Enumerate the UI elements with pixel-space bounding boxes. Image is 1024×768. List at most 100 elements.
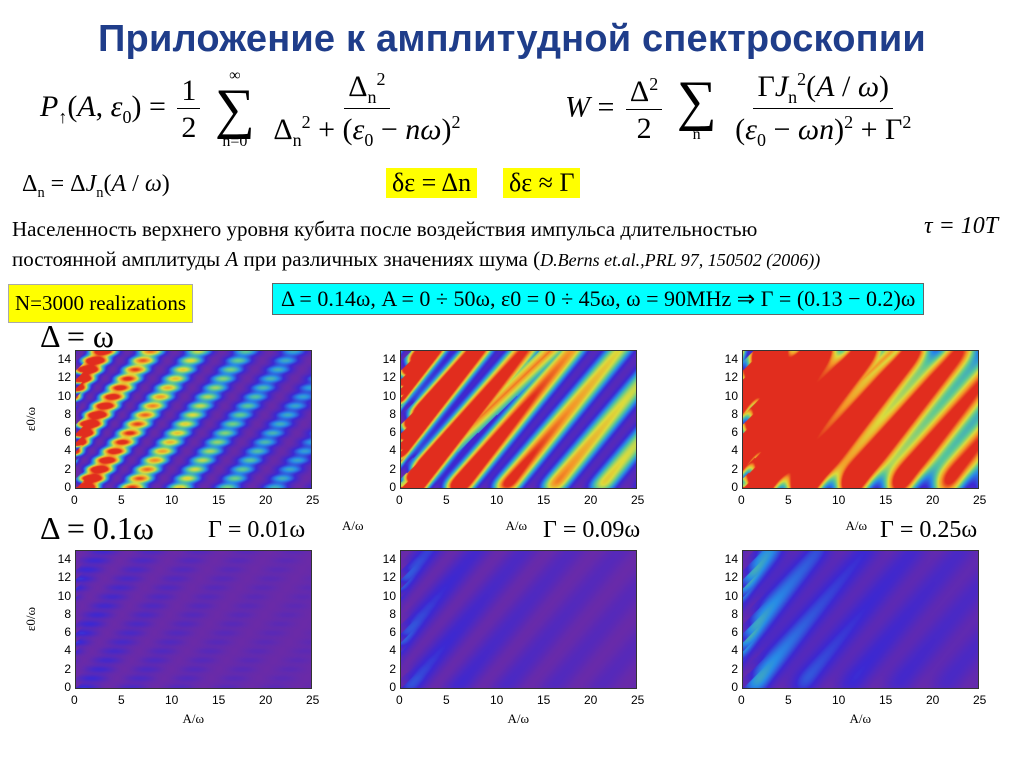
y-tick-label: 8 [64, 606, 71, 621]
x-axis-label: A/ω [342, 518, 364, 533]
x-tick-label: 5 [118, 693, 125, 707]
x-tick-label: 5 [443, 493, 450, 507]
y-axis-label: ε0/ω [23, 406, 39, 431]
y-tick-label: 6 [731, 625, 738, 640]
x-tick-label: 15 [212, 693, 226, 707]
y-tick-label: 0 [64, 680, 71, 694]
x-tick-label: 5 [443, 693, 450, 707]
x-tick-label: 5 [785, 493, 792, 507]
y-tick-label: 0 [389, 680, 396, 694]
y-tick-label: 8 [64, 406, 71, 421]
x-tick-label: 25 [631, 693, 645, 707]
x-tick-label: 15 [879, 493, 893, 507]
y-tick-label: 6 [389, 425, 396, 440]
y-tick-label: 4 [64, 643, 71, 658]
x-tick-label: 25 [306, 693, 320, 707]
y-tick-label: 0 [731, 680, 738, 694]
y-axis-label: ε0/ω [23, 606, 39, 631]
x-tick-label: 20 [584, 493, 598, 507]
x-tick-label: 0 [738, 493, 745, 507]
x-tick-label: 15 [537, 693, 551, 707]
heatmap-panel-top-2 [400, 350, 637, 489]
y-tick-label: 14 [57, 552, 71, 567]
paragraph-line-1: Населенность верхнего уровня кубита посл… [12, 217, 758, 241]
paragraph-amplitude: A [225, 247, 239, 271]
gamma-label-3: Γ = 0.25ω [880, 517, 978, 543]
x-tick-label: 10 [165, 693, 179, 707]
x-tick-label: 20 [926, 493, 940, 507]
y-tick-label: 2 [64, 461, 71, 476]
y-tick-label: 10 [382, 588, 396, 603]
y-tick-label: 8 [389, 406, 396, 421]
y-tick-label: 12 [724, 570, 738, 585]
y-tick-label: 2 [389, 461, 396, 476]
y-tick-label: 4 [389, 643, 396, 658]
x-axis-label: A/ω [182, 711, 205, 726]
y-tick-label: 10 [382, 388, 396, 403]
y-tick-label: 10 [724, 388, 738, 403]
heatmap-panel-bottom-2 [400, 550, 637, 689]
y-tick-label: 4 [389, 443, 396, 458]
x-tick-label: 0 [396, 493, 403, 507]
y-tick-label: 12 [382, 370, 396, 385]
y-tick-label: 6 [389, 625, 396, 640]
row-label-bottom: Δ = 0.1ω [40, 510, 154, 546]
x-tick-label: 25 [973, 693, 987, 707]
y-tick-label: 4 [64, 443, 71, 458]
y-tick-label: 8 [731, 406, 738, 421]
y-tick-label: 0 [731, 480, 738, 494]
x-tick-label: 10 [490, 493, 504, 507]
paragraph-reference: D.Berns et.al.,PRL 97, 150502 (2006)) [540, 250, 821, 270]
x-tick-label: 15 [212, 493, 226, 507]
slide-title: Приложение к амплитудной спектроскопии [98, 18, 926, 60]
y-tick-label: 10 [724, 588, 738, 603]
y-tick-label: 12 [382, 570, 396, 585]
x-tick-label: 15 [879, 693, 893, 707]
y-tick-label: 8 [731, 606, 738, 621]
x-tick-label: 10 [832, 493, 846, 507]
y-tick-label: 6 [64, 425, 71, 440]
x-axis-label: A/ω [845, 518, 868, 533]
x-axis-label: A/ω [505, 518, 528, 533]
y-tick-label: 6 [64, 625, 71, 640]
x-tick-label: 0 [396, 693, 403, 707]
x-tick-label: 0 [738, 693, 745, 707]
y-tick-label: 0 [389, 480, 396, 494]
y-tick-label: 8 [389, 606, 396, 621]
y-tick-label: 14 [382, 552, 396, 567]
formula-w: W = Δ2 2 ∑ n ΓJn2(A / ω) (ε0 − ωn)2 + Γ2 [565, 69, 912, 150]
x-tick-label: 10 [165, 493, 179, 507]
description-paragraph: Населенность верхнего уровня кубита посл… [12, 214, 1012, 275]
x-tick-label: 25 [973, 493, 987, 507]
x-tick-label: 25 [306, 493, 320, 507]
y-tick-label: 0 [64, 480, 71, 494]
gamma-label-2: Γ = 0.09ω [543, 517, 641, 543]
y-tick-label: 4 [731, 643, 738, 658]
x-tick-label: 5 [785, 693, 792, 707]
x-tick-label: 25 [631, 493, 645, 507]
delta-eps-box-2: δε ≈ Γ [503, 168, 581, 198]
x-tick-label: 10 [490, 693, 504, 707]
y-tick-label: 6 [731, 425, 738, 440]
y-tick-label: 12 [57, 570, 71, 585]
x-tick-label: 20 [259, 693, 273, 707]
heatmap-panel-top-1 [75, 350, 312, 489]
formula-delta-n: Δn = ΔJn(A / ω) [22, 171, 170, 201]
x-tick-label: 0 [71, 693, 78, 707]
y-tick-label: 12 [724, 370, 738, 385]
realizations-box: N=3000 realizations [8, 284, 194, 323]
x-tick-label: 5 [118, 493, 125, 507]
heatmap-panel-bottom-1 [75, 550, 312, 689]
x-axis-label: A/ω [507, 711, 530, 726]
y-tick-label: 14 [724, 352, 738, 367]
y-tick-label: 14 [724, 552, 738, 567]
x-axis-label: A/ω [849, 711, 872, 726]
row-label-top: Δ = ω [40, 318, 114, 354]
x-tick-label: 20 [584, 693, 598, 707]
x-tick-label: 0 [71, 493, 78, 507]
y-tick-label: 14 [382, 352, 396, 367]
y-tick-label: 2 [389, 661, 396, 676]
heatmap-panel-top-3 [742, 350, 979, 489]
x-tick-label: 10 [832, 693, 846, 707]
